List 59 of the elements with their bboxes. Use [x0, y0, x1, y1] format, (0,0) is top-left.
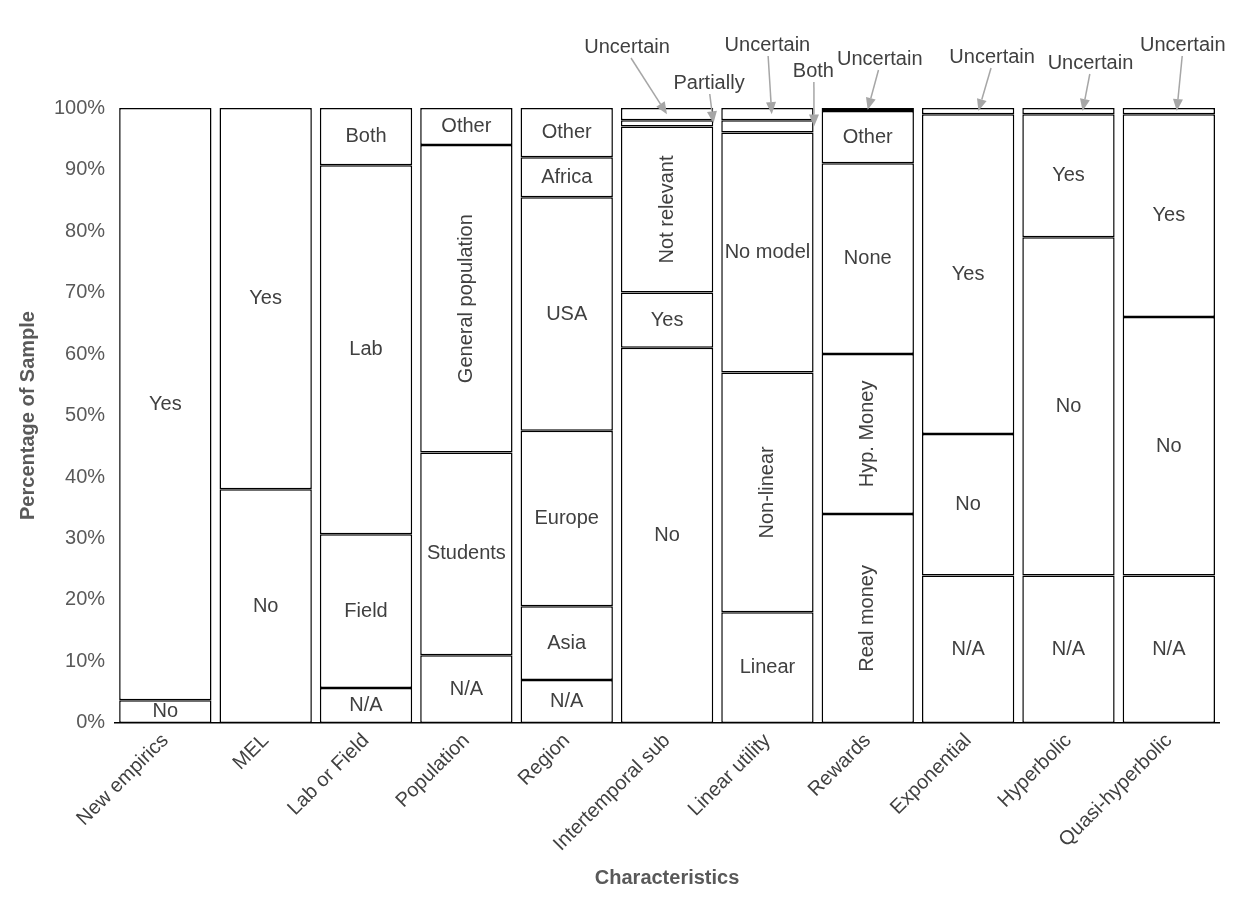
- annotation: Uncertain: [1140, 33, 1226, 55]
- annotation: Uncertain: [724, 33, 811, 55]
- y-tick-label: 0%: [76, 710, 106, 733]
- data-label: Real money: [855, 565, 878, 672]
- y-tick-label: 40%: [65, 464, 106, 487]
- data-label: Non-linear: [754, 445, 777, 539]
- annotation: Uncertain: [1047, 51, 1134, 73]
- y-tick-label: 80%: [65, 218, 106, 241]
- annotation: Partially: [673, 71, 745, 93]
- data-label: Both: [345, 124, 387, 147]
- data-label: Yes: [1152, 203, 1186, 226]
- data-label: None: [843, 246, 892, 269]
- data-label: Yes: [1052, 163, 1085, 186]
- data-label: USA: [546, 301, 588, 324]
- y-tick-label: 70%: [65, 280, 106, 303]
- y-axis-title: Percentage of Sample: [15, 311, 38, 520]
- data-label: N/A: [349, 692, 384, 715]
- annotation: Both: [792, 59, 834, 81]
- data-label: No: [152, 699, 179, 722]
- data-label: Africa: [541, 164, 594, 187]
- y-tick-label: 10%: [65, 649, 106, 671]
- annotation: Uncertain: [584, 35, 670, 57]
- data-label: N/A: [449, 676, 484, 699]
- data-label: No: [1055, 393, 1082, 416]
- data-label: Not relevant: [654, 155, 677, 264]
- data-label: N/A: [550, 688, 585, 711]
- x-axis-title: Characteristics: [594, 865, 740, 888]
- data-label: N/A: [1152, 636, 1187, 659]
- data-label: No: [1156, 433, 1182, 456]
- data-label: N/A: [951, 636, 986, 659]
- data-label: Yes: [951, 261, 985, 284]
- data-label: Other: [541, 120, 593, 143]
- y-tick-label: 50%: [65, 403, 106, 426]
- data-label: No: [252, 593, 279, 616]
- data-label: Lab: [349, 337, 383, 360]
- y-tick-label: 60%: [65, 341, 106, 364]
- data-label: Field: [344, 598, 388, 621]
- data-label: Europe: [534, 506, 599, 529]
- data-label: Linear: [739, 655, 796, 678]
- data-label: Students: [426, 541, 506, 564]
- annotation: Uncertain: [836, 47, 923, 69]
- data-label: Other: [441, 113, 492, 136]
- data-label: No model: [724, 240, 811, 263]
- y-tick-label: 90%: [65, 157, 106, 180]
- data-label: Yes: [249, 286, 282, 309]
- x-tick-label: MEL: [227, 728, 273, 774]
- data-label: Other: [842, 124, 894, 147]
- data-label: No: [654, 522, 680, 545]
- data-label: General population: [453, 214, 476, 384]
- data-label: Asia: [547, 630, 588, 653]
- y-tick-label: 100%: [54, 95, 106, 118]
- y-tick-label: 20%: [65, 587, 106, 610]
- data-label: Yes: [149, 391, 182, 414]
- data-label: Hyp. Money: [855, 380, 878, 488]
- data-label: No: [955, 492, 981, 515]
- y-tick-label: 30%: [65, 526, 106, 548]
- annotation: Uncertain: [949, 45, 1035, 67]
- data-label: N/A: [1051, 636, 1086, 659]
- data-label: Yes: [650, 307, 684, 330]
